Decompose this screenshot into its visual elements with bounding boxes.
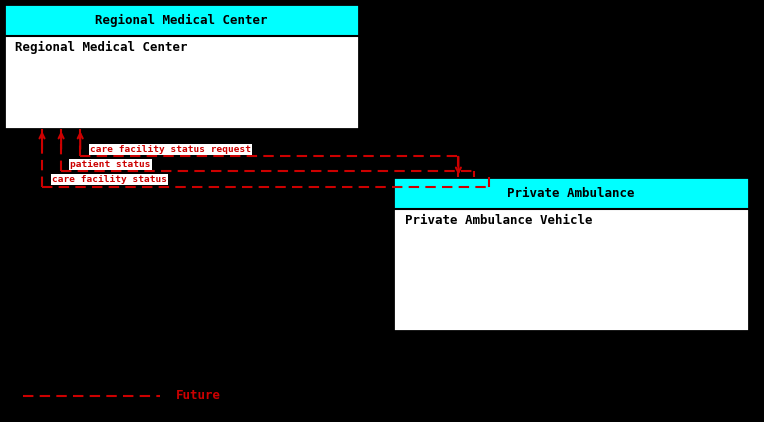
Text: Regional Medical Center: Regional Medical Center xyxy=(15,41,188,54)
Bar xyxy=(4,36,359,129)
Text: care facility status: care facility status xyxy=(52,176,167,184)
Text: care facility status request: care facility status request xyxy=(90,145,251,154)
Bar xyxy=(4,4,359,129)
Text: patient status: patient status xyxy=(70,160,151,169)
Bar xyxy=(393,209,749,331)
Text: Regional Medical Center: Regional Medical Center xyxy=(96,14,267,27)
Bar xyxy=(4,4,359,36)
Bar xyxy=(393,177,749,209)
Text: Future: Future xyxy=(176,390,221,402)
Text: Private Ambulance Vehicle: Private Ambulance Vehicle xyxy=(405,214,592,227)
Text: Private Ambulance: Private Ambulance xyxy=(507,187,635,200)
Bar xyxy=(393,177,749,331)
